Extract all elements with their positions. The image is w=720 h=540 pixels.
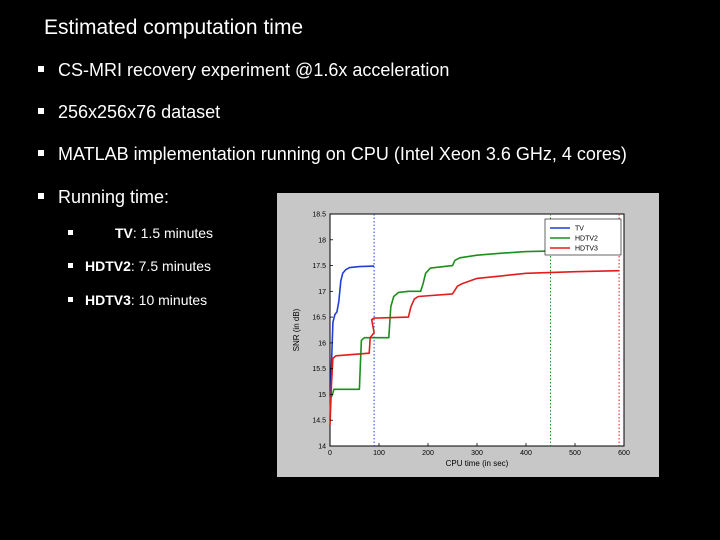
- bullet-item: Running time:: [38, 187, 169, 208]
- bullet-text: MATLAB implementation running on CPU (In…: [58, 144, 627, 164]
- bullet-text: 256x256x76 dataset: [58, 102, 221, 122]
- sub-bullet-name: HDTV2: [85, 258, 131, 274]
- x-tick-label: 0: [328, 450, 332, 457]
- chart-figure: 0 100 200 300 400 500 600 14 14.5 15 15.5 16 16.5 17 1…: [277, 193, 659, 477]
- sub-bullet-text: : 10 minutes: [130, 292, 208, 308]
- y-tick-label: 16.5: [312, 315, 326, 322]
- series-line-hdtv3: [329, 269, 620, 426]
- sub-bullet-name: HDTV3: [85, 292, 131, 308]
- y-tick-label: 17.5: [312, 263, 326, 270]
- y-tick-label: 14: [318, 444, 326, 451]
- sub-bullet-text: : 7.5 minutes: [130, 258, 212, 274]
- bullet-square-icon: [68, 229, 73, 235]
- series-line-hdtv2: [329, 250, 551, 400]
- y-tick-label: 16: [318, 340, 326, 347]
- legend-label: TV: [575, 226, 584, 233]
- bullet-square-icon: [38, 193, 44, 200]
- slide-title: Estimated computation time: [44, 16, 304, 39]
- y-tick-label: 15.5: [312, 366, 326, 373]
- y-tick-label: 15: [318, 392, 326, 399]
- series-line-tv: [329, 265, 375, 421]
- bullet-item: CS-MRI recovery experiment @1.6x acceler…: [38, 60, 449, 81]
- y-tick-label: 17: [318, 289, 326, 296]
- bullet-square-icon: [38, 66, 44, 73]
- bullet-text: CS-MRI recovery experiment @1.6x acceler…: [58, 60, 450, 80]
- bullet-square-icon: [68, 296, 73, 302]
- bullet-item: MATLAB implementation running on CPU (In…: [38, 144, 627, 165]
- x-tick-label: 100: [373, 450, 385, 457]
- y-tick-label: 18.5: [312, 212, 326, 219]
- snr-vs-time-chart: 0 100 200 300 400 500 600 14 14.5 15 15.5 16 16.5 17 1…: [292, 212, 630, 469]
- bullet-square-icon: [38, 108, 44, 115]
- sub-bullet-text: : 1.5 minutes: [132, 225, 214, 241]
- sub-bullet-hdtv2: HDTV2: 7.5 minutes: [68, 258, 211, 274]
- legend-label: HDTV3: [575, 246, 598, 253]
- bullet-square-icon: [68, 262, 73, 268]
- x-axis-label: CPU time (in sec): [446, 459, 509, 468]
- legend-box: [544, 218, 622, 256]
- x-tick-label: 300: [471, 450, 483, 457]
- sub-bullet-name: TV: [115, 225, 133, 241]
- x-tick-label: 200: [422, 450, 434, 457]
- y-tick-label: 14.5: [312, 418, 326, 425]
- y-axis-label: SNR (in dB): [292, 308, 301, 351]
- sub-bullet-tv: TV: 1.5 minutes: [68, 225, 213, 241]
- bullet-text: Running time:: [58, 187, 170, 207]
- bullet-square-icon: [38, 150, 44, 157]
- x-tick-label: 500: [569, 450, 581, 457]
- bullet-item: 256x256x76 dataset: [38, 102, 220, 123]
- x-tick-label: 600: [618, 450, 630, 457]
- y-tick-label: 18: [318, 237, 326, 244]
- legend-label: HDTV2: [575, 236, 598, 243]
- x-tick-label: 400: [520, 450, 532, 457]
- sub-bullet-hdtv3: HDTV3: 10 minutes: [68, 292, 207, 308]
